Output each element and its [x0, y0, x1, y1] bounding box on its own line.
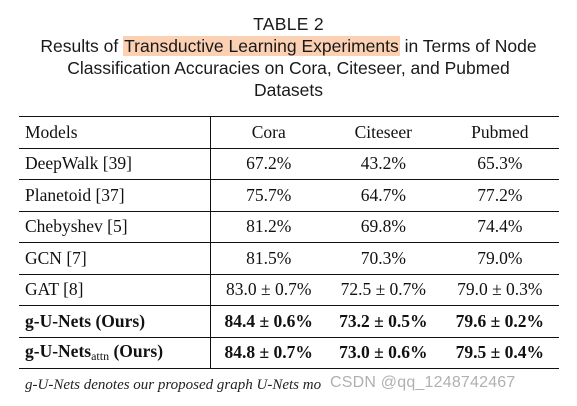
table-row: Chebyshev [5] 81.2% 69.8% 74.4% [19, 211, 559, 243]
cora-value: 81.2% [210, 211, 327, 243]
model-name-subscript: attn [91, 349, 110, 364]
caption-line-1: Results of Transductive Learning Experim… [0, 35, 577, 57]
table-row: GAT [8] 83.0 ± 0.7% 72.5 ± 0.7% 79.0 ± 0… [19, 274, 559, 306]
model-name-base: g-U-Nets [25, 341, 92, 362]
model-name: GCN [7] [19, 242, 212, 275]
cora-value: 81.5% [210, 242, 327, 275]
caption-line-2: Classification Accuracies on Cora, Cites… [67, 58, 510, 78]
table-row: GCN [7] 81.5% 70.3% 79.0% [19, 242, 559, 275]
model-name: DeepWalk [39] [19, 148, 212, 180]
model-name: g-U-Nets (Ours) [19, 305, 212, 338]
table-title: TABLE 2 [253, 14, 324, 34]
table-row-ours: g-U-Nets (Ours) 84.4 ± 0.6% 73.2 ± 0.5% … [19, 305, 559, 338]
pubmed-value: 79.6 ± 0.2% [440, 305, 559, 338]
cora-value: 75.7% [210, 179, 327, 212]
pubmed-value: 79.5 ± 0.4% [440, 337, 559, 369]
citeseer-value: 70.3% [326, 242, 441, 275]
cora-value: 83.0 ± 0.7% [210, 274, 327, 306]
citeseer-value: 69.8% [326, 211, 441, 243]
pubmed-value: 79.0% [440, 242, 559, 275]
citeseer-value: 72.5 ± 0.7% [326, 274, 441, 306]
model-name: Chebyshev [5] [19, 211, 212, 243]
model-name: Planetoid [37] [19, 179, 212, 212]
table-row-ours-attn: g-U-Netsattn (Ours) 84.8 ± 0.7% 73.0 ± 0… [19, 337, 559, 369]
table-footnote: g-U-Nets denotes our proposed graph U-Ne… [25, 377, 322, 393]
header-cora: Cora [210, 116, 327, 149]
cora-value: 84.8 ± 0.7% [210, 337, 327, 369]
header-pubmed: Pubmed [440, 116, 559, 149]
caption-line-1-post: in Terms of Node [399, 36, 537, 56]
caption-line-1-pre: Results of [40, 36, 124, 56]
table-header-row: Models Cora Citeseer Pubmed [19, 116, 559, 149]
model-name: g-U-Netsattn (Ours) [19, 337, 212, 369]
cora-value: 67.2% [210, 148, 327, 180]
caption-line-3: Datasets [253, 80, 324, 100]
citeseer-value: 73.2 ± 0.5% [326, 305, 441, 338]
model-name-suffix: (Ours) [109, 341, 164, 362]
caption-highlight: Transductive Learning Experiments [123, 36, 400, 56]
pubmed-value: 65.3% [440, 148, 559, 180]
pubmed-value: 74.4% [440, 211, 559, 243]
cora-value: 84.4 ± 0.6% [210, 305, 327, 338]
pubmed-value: 77.2% [440, 179, 559, 212]
header-models: Models [19, 116, 212, 149]
citeseer-value: 43.2% [326, 148, 441, 180]
results-table: Models Cora Citeseer Pubmed DeepWalk [39… [19, 116, 559, 369]
header-citeseer: Citeseer [326, 116, 441, 149]
watermark: CSDN @qq_1248742467 [330, 374, 516, 391]
citeseer-value: 64.7% [326, 179, 441, 212]
citeseer-value: 73.0 ± 0.6% [326, 337, 441, 369]
table-row: Planetoid [37] 75.7% 64.7% 77.2% [19, 179, 559, 212]
table-row: DeepWalk [39] 67.2% 43.2% 65.3% [19, 148, 559, 180]
model-name: GAT [8] [19, 274, 212, 306]
pubmed-value: 79.0 ± 0.3% [440, 274, 559, 306]
